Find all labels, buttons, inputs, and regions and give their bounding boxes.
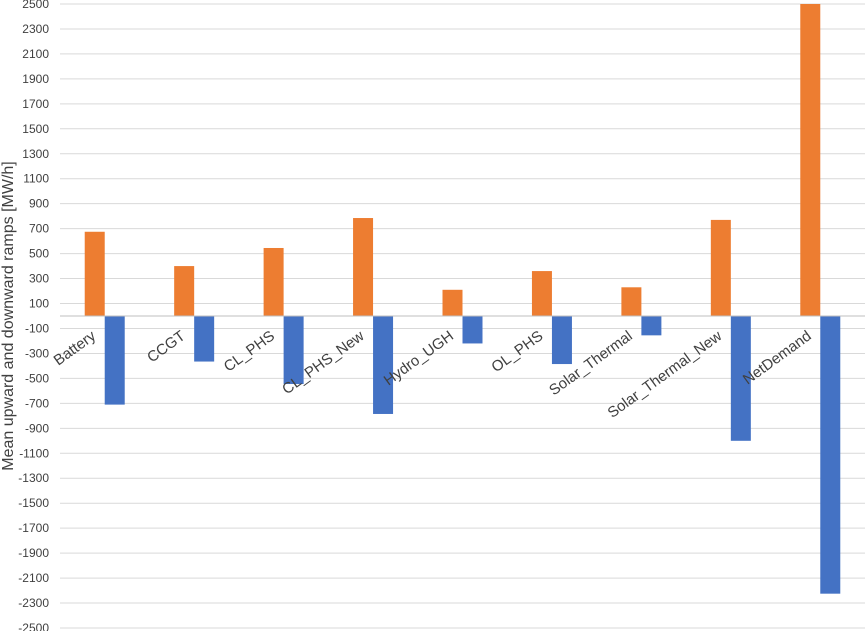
y-tick-label: -500 (25, 371, 49, 385)
y-tick-label: 300 (29, 272, 49, 286)
y-tick-label: 900 (29, 197, 49, 211)
y-tick-label: -1700 (18, 521, 49, 535)
category-label: Battery (51, 327, 100, 369)
y-tick-label: -300 (25, 346, 49, 360)
upward-bar (531, 271, 552, 316)
y-tick-label: 1500 (22, 122, 49, 136)
downward-bar (373, 316, 394, 414)
downward-bar (462, 316, 483, 344)
y-axis-title: Mean upward and downward ramps [MW/h] (0, 161, 17, 470)
y-tick-label: -1500 (18, 496, 49, 510)
category-label: NetDemand (740, 327, 815, 388)
y-axis-ticks: -2500 -2300 -2100 -1900 -1700 -1500 -1300 -1100… (18, 0, 49, 631)
upward-bar (84, 231, 105, 316)
upward-bar (442, 289, 463, 316)
upward-bar (263, 247, 284, 316)
y-tick-label: -100 (25, 321, 49, 335)
y-tick-label: 100 (29, 297, 49, 311)
category-label: OL_PHS (488, 327, 546, 376)
y-tick-label: 1900 (22, 72, 49, 86)
bars (84, 4, 841, 594)
category-label: CCGT (144, 327, 188, 366)
y-tick-label: -700 (25, 396, 49, 410)
downward-bar (551, 316, 572, 365)
y-tick-label: -900 (25, 421, 49, 435)
y-tick-label: 1300 (22, 147, 49, 161)
y-tick-label: -1300 (18, 471, 49, 485)
downward-bar (820, 316, 841, 594)
y-tick-label: 1100 (23, 172, 49, 186)
y-tick-label: -1100 (19, 446, 49, 460)
upward-bar (800, 4, 821, 316)
downward-bar (283, 316, 304, 385)
y-tick-label: 2100 (22, 47, 49, 61)
upward-bar (353, 218, 374, 316)
downward-bar (730, 316, 751, 441)
y-tick-label: -2500 (18, 621, 49, 631)
upward-bar (174, 266, 195, 316)
y-tick-label: 1700 (22, 97, 49, 111)
y-tick-label: -2100 (18, 571, 49, 585)
y-tick-label: 700 (29, 222, 49, 236)
downward-bar (104, 316, 125, 405)
downward-bar (194, 316, 215, 362)
y-tick-label: 2500 (22, 0, 49, 11)
upward-bar (710, 219, 731, 316)
y-tick-label: -1900 (18, 546, 49, 560)
y-tick-label: 2300 (22, 22, 49, 36)
category-label: CL_PHS (221, 327, 278, 375)
y-tick-label: -2300 (18, 596, 49, 610)
downward-bar (641, 316, 662, 336)
upward-bar (621, 287, 642, 316)
category-labels: Battery CCGT CL_PHS CL_PHS_New Hydro_UGH OL_P… (51, 327, 815, 421)
y-tick-label: 500 (29, 247, 49, 261)
